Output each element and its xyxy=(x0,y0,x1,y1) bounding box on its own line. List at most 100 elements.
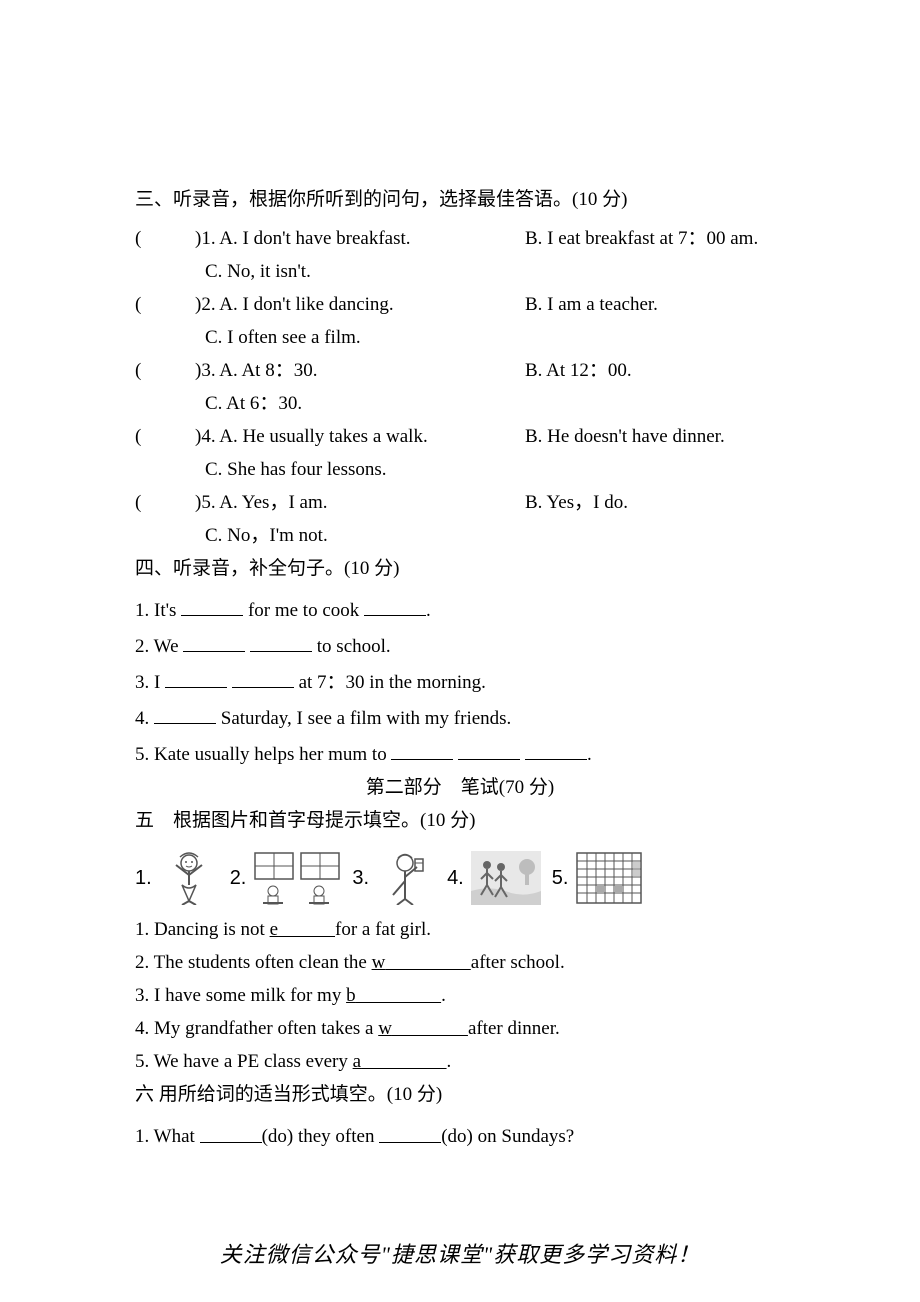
paren: ( xyxy=(135,427,195,446)
section4-q2: 2. We to school. xyxy=(135,634,785,656)
s5-q2-pre: 2. The students often clean the xyxy=(135,952,372,973)
paren: ( xyxy=(135,361,195,380)
s4-q5-pre: 5. Kate usually helps her mum to xyxy=(135,744,391,765)
q5-optC: C. No，I'm not. xyxy=(205,526,785,545)
drinking-milk-icon xyxy=(375,850,437,906)
q5-optB: B. Yes，I do. xyxy=(525,493,628,512)
page: 三、听录音，根据你所听到的问句，选择最佳答语。(10 分) ( )1. A. I… xyxy=(0,0,920,1302)
pic-num-1: 1. xyxy=(135,868,152,888)
pic-item-4: 4. xyxy=(447,850,542,906)
pic-num-3: 3. xyxy=(352,868,369,888)
pic-num-5: 5. xyxy=(552,868,569,888)
q5-optA: )5. A. Yes，I am. xyxy=(195,493,525,512)
q1-optB: B. I eat breakfast at 7：00 am. xyxy=(525,229,758,248)
q3-optC: C. At 6：30. xyxy=(205,394,785,413)
pic-item-5: 5. xyxy=(552,850,645,906)
pic-item-3: 3. xyxy=(352,850,437,906)
s6-q1-mid2: (do) on Sundays? xyxy=(441,1127,574,1148)
section5-q3: 3. I have some milk for my b . xyxy=(135,986,785,1005)
q4-optA: )4. A. He usually takes a walk. xyxy=(195,427,525,446)
s5-q1-letter: e xyxy=(270,919,278,940)
blank xyxy=(183,634,245,652)
section4-q5: 5. Kate usually helps her mum to . xyxy=(135,742,785,764)
timetable-icon xyxy=(574,850,644,906)
s5-q5-post: . xyxy=(447,1051,452,1072)
s6-q1-pre: 1. What xyxy=(135,1127,200,1148)
section4-q4: 4. Saturday, I see a film with my friend… xyxy=(135,706,785,728)
blank xyxy=(165,670,227,688)
section4-heading: 四、听录音，补全句子。(10 分) xyxy=(135,559,785,578)
s5-q3-post: . xyxy=(441,985,446,1006)
section5-q1: 1. Dancing is not e for a fat girl. xyxy=(135,920,785,939)
pic-item-1: 1. xyxy=(135,850,220,906)
s5-q5-letter: a xyxy=(353,1051,361,1072)
s4-q3-post: at 7：30 in the morning. xyxy=(294,672,486,693)
section6-q1: 1. What (do) they often (do) on Sundays? xyxy=(135,1124,785,1146)
blank xyxy=(200,1124,262,1142)
blank xyxy=(385,952,471,973)
pic-num-2: 2. xyxy=(230,868,247,888)
q4-optC: C. She has four lessons. xyxy=(205,460,785,479)
pic-num-4: 4. xyxy=(447,868,464,888)
s5-q4-pre: 4. My grandfather often takes a xyxy=(135,1018,378,1039)
s5-q2-post: after school. xyxy=(471,952,565,973)
q1-optC: C. No, it isn't. xyxy=(205,262,785,281)
blank xyxy=(250,634,312,652)
pic-item-2: 2. xyxy=(230,850,343,906)
footer-text: 关注微信公众号"捷思课堂"获取更多学习资料！ xyxy=(0,1244,920,1266)
blank xyxy=(232,670,294,688)
walking-park-icon xyxy=(470,850,542,906)
blank xyxy=(278,919,335,940)
s4-q3-pre: 3. I xyxy=(135,672,165,693)
blank xyxy=(391,742,453,760)
s5-q1-post: for a fat girl. xyxy=(335,919,431,940)
s4-q4-pre: 4. xyxy=(135,708,154,729)
blank xyxy=(356,985,442,1006)
s6-q1-mid1: (do) they often xyxy=(262,1127,380,1148)
s4-q5-post: . xyxy=(587,744,592,765)
s4-q2-post: to school. xyxy=(312,636,391,657)
s5-q2-letter: w xyxy=(372,952,386,973)
s5-q4-letter: w xyxy=(378,1018,392,1039)
section3-heading: 三、听录音，根据你所听到的问句，选择最佳答语。(10 分) xyxy=(135,190,785,209)
section6-heading: 六 用所给词的适当形式填空。(10 分) xyxy=(135,1085,785,1104)
blank xyxy=(181,598,243,616)
section3-q4-line1: ( )4. A. He usually takes a walk. B. He … xyxy=(135,427,785,446)
q2-optA: )2. A. I don't like dancing. xyxy=(195,295,525,314)
section4-q3: 3. I at 7：30 in the morning. xyxy=(135,670,785,692)
section3-q2-line1: ( )2. A. I don't like dancing. B. I am a… xyxy=(135,295,785,314)
s5-q5-pre: 5. We have a PE class every xyxy=(135,1051,353,1072)
s5-q3-pre: 3. I have some milk for my xyxy=(135,985,346,1006)
s4-q1-post: . xyxy=(426,600,431,621)
section5-heading: 五 根据图片和首字母提示填空。(10 分) xyxy=(135,811,785,830)
blank xyxy=(525,742,587,760)
classroom-windows-icon xyxy=(252,850,342,906)
section5-q2: 2. The students often clean the w after … xyxy=(135,953,785,972)
q1-optA: )1. A. I don't have breakfast. xyxy=(195,229,525,248)
section3-q5-line1: ( )5. A. Yes，I am. B. Yes，I do. xyxy=(135,493,785,512)
blank xyxy=(458,742,520,760)
s4-q1-mid: for me to cook xyxy=(243,600,364,621)
s4-q2-pre: 2. We xyxy=(135,636,183,657)
part2-heading: 第二部分 笔试(70 分) xyxy=(135,778,785,797)
s5-q3-letter: b xyxy=(346,985,356,1006)
paren: ( xyxy=(135,493,195,512)
blank xyxy=(361,1051,447,1072)
s4-q1-pre: 1. It's xyxy=(135,600,181,621)
q3-optB: B. At 12：00. xyxy=(525,361,632,380)
section5-q5: 5. We have a PE class every a . xyxy=(135,1052,785,1071)
blank xyxy=(379,1124,441,1142)
paren: ( xyxy=(135,295,195,314)
q2-optB: B. I am a teacher. xyxy=(525,295,658,314)
section4-q1: 1. It's for me to cook . xyxy=(135,598,785,620)
s5-q1-pre: 1. Dancing is not xyxy=(135,919,270,940)
blank xyxy=(392,1018,468,1039)
paren: ( xyxy=(135,229,195,248)
section3-q3-line1: ( )3. A. At 8：30. B. At 12：00. xyxy=(135,361,785,380)
dancing-girl-icon xyxy=(158,850,220,906)
picture-row: 1. 2. xyxy=(135,850,785,906)
s4-q4-post: Saturday, I see a film with my friends. xyxy=(216,708,511,729)
s5-q4-post: after dinner. xyxy=(468,1018,560,1039)
q4-optB: B. He doesn't have dinner. xyxy=(525,427,725,446)
section5-q4: 4. My grandfather often takes a w after … xyxy=(135,1019,785,1038)
